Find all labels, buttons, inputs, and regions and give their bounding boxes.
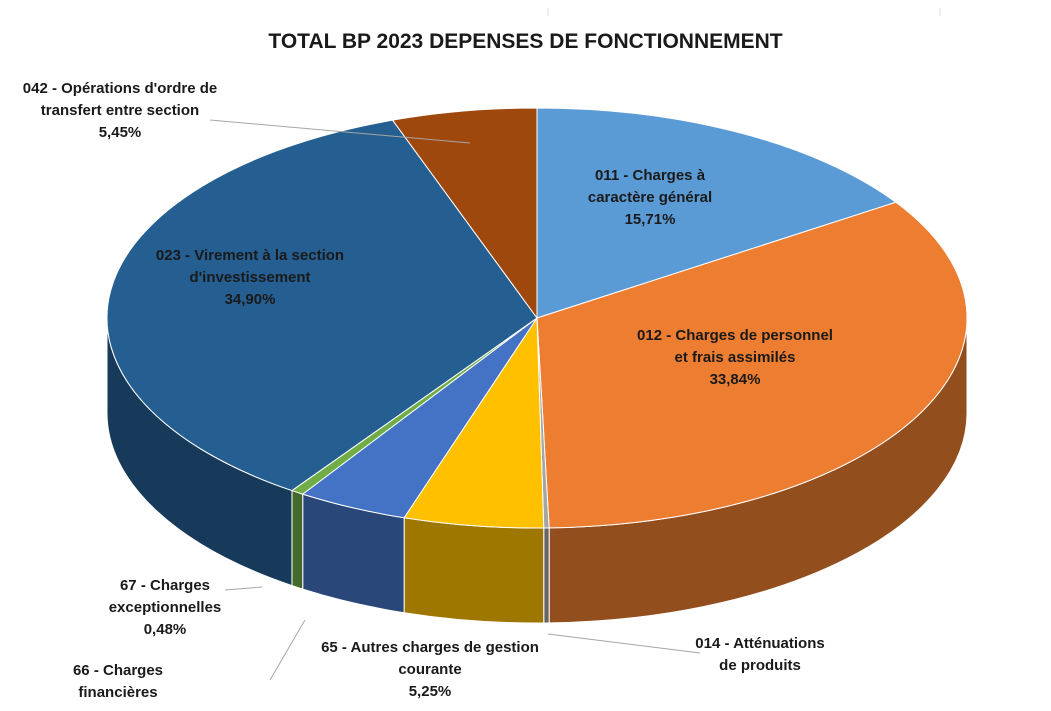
pie-slice <box>106 119 538 492</box>
category-label: 023 - Virement à la section d'investisse… <box>155 247 345 286</box>
category-label: 65 - Autres charges de gestion courante <box>321 639 539 678</box>
slice-label: 66 - Charges financières <box>53 660 183 704</box>
value-label: 0,48% <box>143 621 187 638</box>
category-label: 042 - Opérations d'ordre de transfert en… <box>22 80 218 119</box>
slice-label: 042 - Opérations d'ordre de transfert en… <box>15 78 225 144</box>
value-label: 33,84% <box>709 371 761 388</box>
pie-side <box>543 527 550 624</box>
value-label: 5,45% <box>98 124 142 141</box>
slice-label: 023 - Virement à la section d'investisse… <box>150 245 350 311</box>
leader-line <box>547 633 701 654</box>
pie-slice <box>391 107 538 320</box>
value-label: 5,25% <box>408 683 452 700</box>
pie-side <box>291 489 304 590</box>
category-label: 66 - Charges financières <box>72 662 164 701</box>
slice-label: 65 - Autres charges de gestion courante 5… <box>320 637 540 703</box>
pie-side <box>403 517 545 624</box>
pie-slice <box>536 201 968 529</box>
leader-line <box>269 619 306 681</box>
chart-title: TOTAL BP 2023 DEPENSES DE FONCTIONNEMENT <box>268 30 783 53</box>
category-label: 67 - Charges exceptionnelles <box>108 577 222 616</box>
pie-slice <box>403 316 545 529</box>
slice-label: 012 - Charges de personnel et frais assi… <box>635 325 835 391</box>
value-label: 34,90% <box>224 291 276 308</box>
slice-label: 011 - Charges à caractère général 15,71% <box>560 165 740 231</box>
slice-label: 014 - Atténuations de produits <box>695 633 825 677</box>
category-label: 011 - Charges à caractère général <box>587 167 713 206</box>
pie-slice <box>536 107 897 319</box>
leader-line <box>209 119 471 144</box>
slice-label: 67 - Charges exceptionnelles 0,48% <box>85 575 245 641</box>
category-label: 014 - Atténuations de produits <box>695 635 825 674</box>
value-label: 15,71% <box>624 211 676 228</box>
category-label: 012 - Charges de personnel et frais assi… <box>637 327 833 366</box>
leader-line <box>224 586 263 591</box>
